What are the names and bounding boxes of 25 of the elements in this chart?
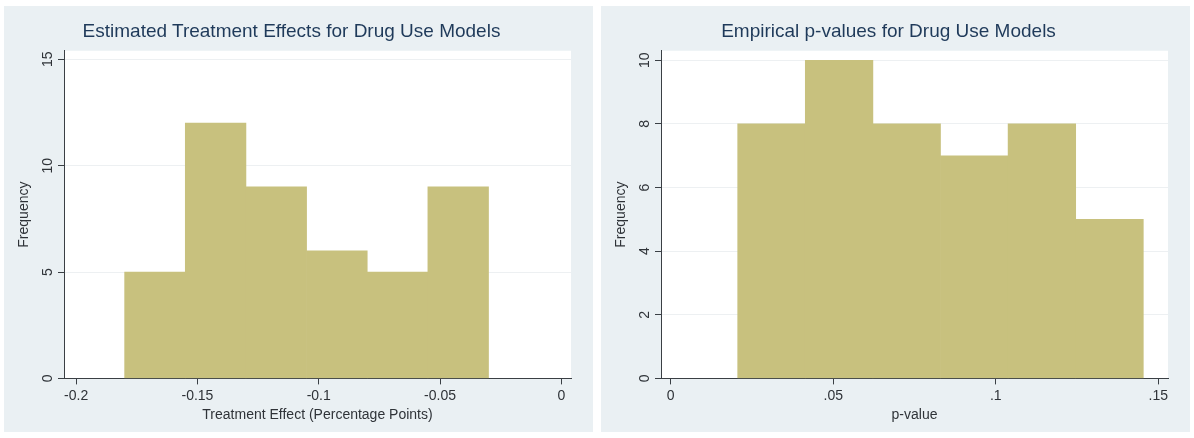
y-tick-label: 8: [635, 119, 652, 128]
y-tick-label: 4: [635, 247, 652, 256]
y-tick-label: 10: [38, 157, 55, 174]
x-tick-label: .1: [989, 386, 1002, 403]
x-tick-label: -0.05: [424, 386, 457, 403]
x-axis-title: Treatment Effect (Percentage Points): [202, 406, 433, 423]
x-tick-label: .15: [1148, 386, 1169, 403]
x-tick-label: .05: [823, 386, 844, 403]
x-tick-label: -0.2: [64, 386, 89, 403]
x-tick-label: -0.15: [181, 386, 214, 403]
chart-title: Estimated Treatment Effects for Drug Use Models: [82, 19, 501, 41]
x-tick-label: 0: [557, 386, 566, 403]
y-tick-label: 5: [38, 267, 55, 276]
x-tick-label: -0.1: [306, 386, 331, 403]
y-axis-title: Frequency: [612, 181, 629, 248]
x-axis-title: p-value: [891, 406, 938, 423]
x-tick-label: 0: [666, 386, 675, 403]
y-tick-label: 6: [635, 183, 652, 192]
y-tick-label: 15: [38, 51, 55, 68]
y-tick-label: 0: [635, 374, 652, 383]
y-axis-title: Frequency: [15, 181, 32, 248]
y-tick-label: 2: [635, 310, 652, 319]
chart-title: Empirical p-values for Drug Use Models: [721, 19, 1056, 41]
y-tick-label: 10: [635, 52, 652, 69]
y-tick-label: 0: [38, 374, 55, 383]
